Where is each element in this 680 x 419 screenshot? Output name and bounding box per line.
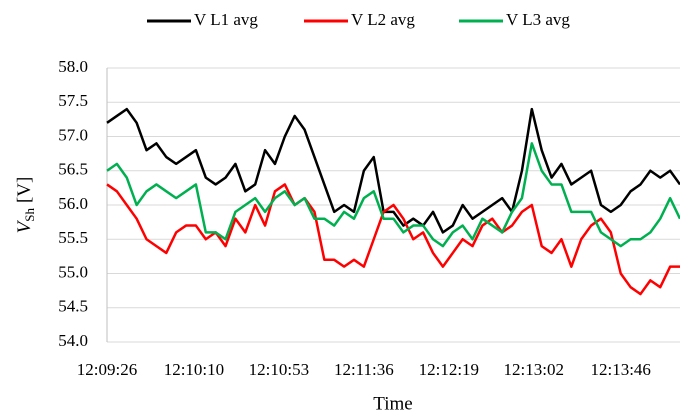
series-line (106, 107, 680, 234)
y-tick-label: 55.5 (58, 228, 88, 247)
x-tick-label: 12:10:10 (164, 360, 224, 379)
y-tick-label: 54.5 (58, 297, 88, 316)
x-tick-label: 12:12:19 (419, 360, 479, 379)
y-tick-label: 56.0 (58, 194, 88, 213)
series-line (106, 183, 680, 296)
y-tick-label: 57.0 (58, 125, 88, 144)
legend-label: V L1 avg (194, 10, 258, 29)
x-axis-label: Time (373, 393, 412, 414)
y-tick-label: 54.0 (58, 331, 88, 350)
legend-label: V L3 avg (506, 10, 570, 29)
x-tick-label: 12:13:46 (590, 360, 650, 379)
x-tick-label: 12:13:02 (504, 360, 564, 379)
y-label-unit: [V] (14, 177, 35, 203)
x-tick-label: 12:10:53 (249, 360, 309, 379)
y-tick-label: 55.0 (58, 262, 88, 281)
y-label-symbol: V (14, 219, 35, 233)
y-tick-label: 57.5 (58, 91, 88, 110)
y-axis-label: VSh [V] (14, 177, 37, 234)
x-tick-label: 12:11:36 (334, 360, 394, 379)
series-line (106, 142, 680, 248)
y-tick-label: 58.0 (58, 57, 88, 76)
x-tick-label: 12:09:26 (77, 360, 137, 379)
y-label-subscript: Sh (22, 208, 37, 222)
y-tick-label: 56.5 (58, 160, 88, 179)
legend-label: V L2 avg (351, 10, 415, 29)
